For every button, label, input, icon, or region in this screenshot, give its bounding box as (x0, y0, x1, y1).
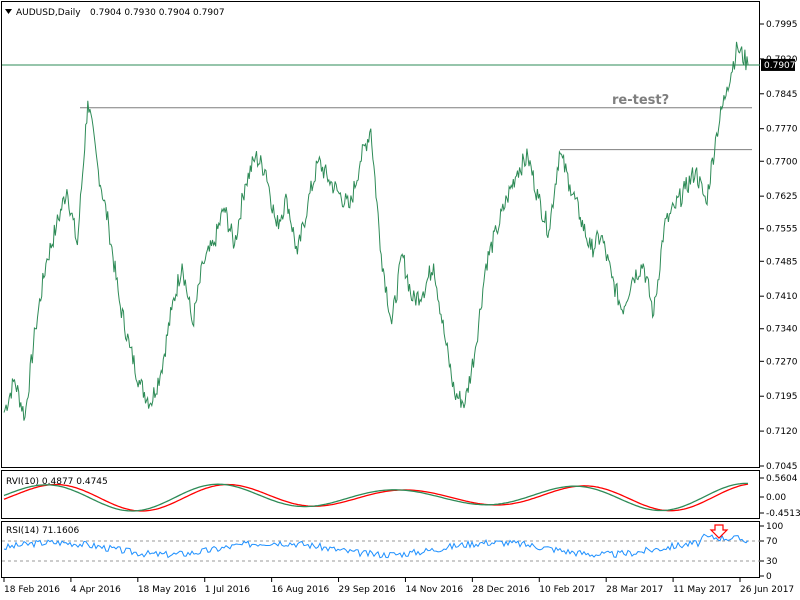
rvi-main-line (3, 482, 748, 512)
rsi-line (3, 533, 749, 559)
price-tick-label: 0.7045 (766, 462, 798, 472)
rsi-tick-label: 100 (766, 522, 783, 532)
time-tick-label: 28 Mar 2017 (606, 585, 663, 595)
time-tick-label: 11 May 2017 (673, 585, 732, 595)
price-panel-frame (1, 1, 760, 468)
rvi-panel-frame (1, 470, 760, 519)
price-tick-label: 0.7995 (766, 20, 798, 30)
time-tick-label: 28 Dec 2016 (472, 585, 530, 595)
rvi-tick-label: -0.4513 (766, 509, 800, 519)
rsi-label: RSI(14) 71.1606 (6, 526, 79, 536)
time-tick-label: 18 May 2016 (138, 585, 197, 595)
price-tick-label: 0.7340 (766, 325, 798, 335)
price-tick-label: 0.7120 (766, 427, 798, 437)
time-tick-label: 18 Feb 2016 (4, 585, 60, 595)
ohlc-label: 0.7904 0.7930 0.7904 0.7907 (90, 8, 225, 18)
rsi-tick-label: 70 (766, 537, 778, 547)
price-series (3, 41, 749, 421)
rvi-tick-label: 0.00 (766, 493, 786, 503)
price-tick-label: 0.7555 (766, 225, 798, 235)
red-down-arrow-icon (709, 524, 729, 539)
symbol-label: AUDUSD,Daily (16, 8, 81, 18)
resistance-levels (80, 107, 752, 151)
time-axis: 18 Feb 2016 4 Apr 2016 18 May 2016 1 Jul 20… (3, 578, 794, 595)
price-tick-label: 0.7845 (766, 90, 798, 100)
triangle-down-icon[interactable] (5, 9, 12, 14)
rsi-axis: 100 70 30 0 (2, 522, 783, 582)
time-tick-label: 26 Jun 2017 (740, 585, 794, 595)
price-tick-label: 0.7700 (766, 157, 798, 167)
price-tick-label: 0.7625 (766, 192, 798, 202)
price-tick-label: 0.7195 (766, 392, 798, 402)
rsi-tick-label: 30 (766, 557, 778, 567)
audusd-line (3, 41, 749, 421)
price-axis: 0.79950.79200.78450.77700.77000.76250.75… (760, 20, 798, 472)
rsi-panel-frame (1, 521, 760, 578)
time-tick-label: 14 Nov 2016 (405, 585, 463, 595)
time-tick-label: 16 Aug 2016 (272, 585, 330, 595)
time-tick-label: 10 Feb 2017 (539, 585, 595, 595)
price-tick-label: 0.7270 (766, 357, 798, 367)
rvi-axis: 0.5604 0.00 -0.4513 (760, 474, 800, 519)
rsi-series (3, 533, 749, 559)
price-tick-label: 0.7485 (766, 257, 798, 267)
rvi-signal-line (3, 483, 749, 512)
price-tick-label: 0.7410 (766, 292, 798, 302)
retest-annotation: re-test? (612, 93, 669, 108)
rvi-series (3, 482, 749, 512)
time-tick-label: 1 Jul 2016 (205, 585, 250, 595)
current-price-box (761, 58, 795, 71)
time-tick-label: 29 Sep 2016 (339, 585, 396, 595)
rvi-tick-label: 0.5604 (766, 474, 798, 484)
current-price-label: 0.7907 (764, 61, 796, 71)
rsi-tick-label: 0 (766, 572, 772, 582)
price-tick-label: 0.7770 (766, 125, 798, 135)
rvi-label: RVI(10) 0.4877 0.4745 (6, 477, 108, 487)
time-tick-label: 4 Apr 2016 (71, 585, 121, 595)
